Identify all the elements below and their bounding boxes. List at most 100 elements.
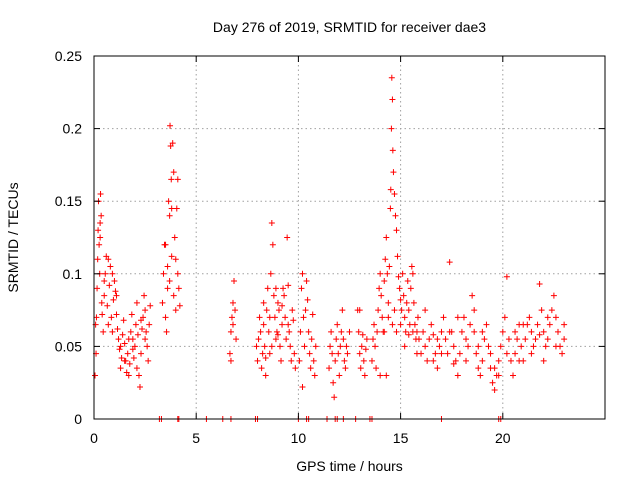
data-point xyxy=(341,357,348,364)
data-point xyxy=(377,270,384,277)
data-point xyxy=(146,321,153,328)
y-tick-label: 0.25 xyxy=(55,48,82,64)
data-point xyxy=(559,350,566,357)
data-point xyxy=(101,278,108,285)
data-point xyxy=(268,343,275,350)
data-point xyxy=(256,314,263,321)
data-point xyxy=(135,372,142,379)
data-point xyxy=(420,328,427,335)
data-point xyxy=(102,270,109,277)
data-point xyxy=(385,314,392,321)
data-point xyxy=(397,296,404,303)
data-point xyxy=(142,336,149,343)
data-point xyxy=(434,336,441,343)
data-point xyxy=(359,331,366,338)
data-point xyxy=(530,343,537,350)
data-point xyxy=(385,299,392,306)
data-point xyxy=(285,282,292,289)
data-point xyxy=(278,357,285,364)
data-point xyxy=(253,343,260,350)
data-point xyxy=(510,372,517,379)
data-point xyxy=(101,292,108,299)
data-point xyxy=(442,336,449,343)
data-point xyxy=(332,357,339,364)
data-point xyxy=(516,357,523,364)
data-point xyxy=(300,314,307,321)
data-point xyxy=(303,278,310,285)
data-point xyxy=(335,350,342,357)
data-point xyxy=(233,336,240,343)
data-point xyxy=(454,372,461,379)
data-point xyxy=(495,372,502,379)
data-point xyxy=(358,343,365,350)
data-point xyxy=(532,336,539,343)
data-point xyxy=(98,212,105,219)
data-point xyxy=(522,336,529,343)
data-point xyxy=(279,321,286,328)
data-point xyxy=(503,350,510,357)
data-point xyxy=(495,357,502,364)
data-point xyxy=(499,328,506,335)
data-point xyxy=(544,336,551,343)
data-point xyxy=(262,372,269,379)
data-point xyxy=(422,307,429,314)
data-point xyxy=(528,328,535,335)
data-point xyxy=(450,360,457,367)
data-point xyxy=(121,340,128,347)
data-point xyxy=(138,317,145,324)
data-point xyxy=(477,372,484,379)
data-point xyxy=(446,259,453,266)
data-point xyxy=(94,285,101,292)
data-point xyxy=(172,256,179,263)
data-point xyxy=(128,311,135,318)
data-point xyxy=(456,350,463,357)
data-point xyxy=(337,343,344,350)
x-tick-label: 5 xyxy=(192,430,200,446)
data-point xyxy=(118,355,125,362)
data-point xyxy=(465,343,472,350)
data-point xyxy=(489,379,496,386)
data-point xyxy=(339,307,346,314)
data-point xyxy=(95,227,102,234)
data-point xyxy=(139,325,146,332)
data-point xyxy=(263,307,270,314)
data-point xyxy=(127,328,134,335)
data-point xyxy=(475,365,482,372)
data-point xyxy=(405,331,412,338)
data-point xyxy=(491,365,498,372)
data-point xyxy=(167,122,174,129)
data-point xyxy=(116,346,123,353)
data-point xyxy=(266,350,273,357)
data-point xyxy=(512,328,519,335)
data-point xyxy=(424,357,431,364)
data-point xyxy=(463,357,470,364)
data-point xyxy=(432,350,439,357)
data-point xyxy=(174,176,181,183)
data-point xyxy=(227,357,234,364)
data-point xyxy=(292,365,299,372)
data-point xyxy=(113,311,120,318)
data-point xyxy=(546,321,553,328)
data-point xyxy=(414,314,421,321)
data-point xyxy=(142,307,149,314)
data-point xyxy=(426,336,433,343)
data-point xyxy=(311,372,318,379)
data-point xyxy=(166,212,173,219)
data-point xyxy=(372,343,379,350)
data-point xyxy=(309,311,316,318)
data-point xyxy=(540,328,547,335)
data-point xyxy=(514,336,521,343)
data-point xyxy=(340,336,347,343)
data-point xyxy=(231,278,238,285)
data-point xyxy=(271,314,278,321)
data-point xyxy=(384,270,391,277)
y-tick-label: 0.1 xyxy=(63,266,83,282)
data-point xyxy=(304,296,311,303)
data-point xyxy=(296,357,303,364)
data-point xyxy=(428,321,435,328)
data-point xyxy=(430,331,437,338)
data-point xyxy=(333,336,340,343)
data-point xyxy=(505,336,512,343)
data-point xyxy=(226,350,233,357)
data-point xyxy=(260,299,267,306)
